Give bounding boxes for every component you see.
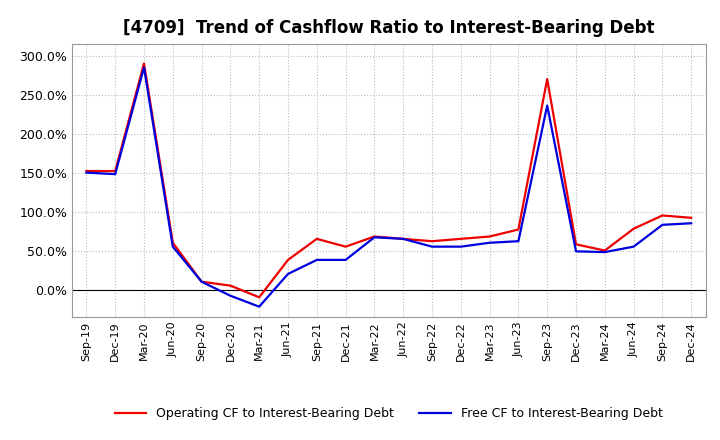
Operating CF to Interest-Bearing Debt	[111, 169, 120, 174]
Free CF to Interest-Bearing Debt	[168, 244, 177, 249]
Line: Free CF to Interest-Bearing Debt: Free CF to Interest-Bearing Debt	[86, 67, 691, 307]
Free CF to Interest-Bearing Debt	[111, 172, 120, 177]
Title: [4709]  Trend of Cashflow Ratio to Interest-Bearing Debt: [4709] Trend of Cashflow Ratio to Intere…	[123, 19, 654, 37]
Free CF to Interest-Bearing Debt	[255, 304, 264, 309]
Free CF to Interest-Bearing Debt	[226, 293, 235, 298]
Operating CF to Interest-Bearing Debt	[543, 77, 552, 82]
Operating CF to Interest-Bearing Debt	[687, 215, 696, 220]
Operating CF to Interest-Bearing Debt	[168, 240, 177, 246]
Operating CF to Interest-Bearing Debt	[658, 213, 667, 218]
Free CF to Interest-Bearing Debt	[687, 220, 696, 226]
Operating CF to Interest-Bearing Debt	[226, 283, 235, 288]
Free CF to Interest-Bearing Debt	[370, 235, 379, 240]
Free CF to Interest-Bearing Debt	[341, 257, 350, 263]
Free CF to Interest-Bearing Debt	[428, 244, 436, 249]
Operating CF to Interest-Bearing Debt	[82, 169, 91, 174]
Operating CF to Interest-Bearing Debt	[284, 257, 292, 263]
Operating CF to Interest-Bearing Debt	[370, 234, 379, 239]
Legend: Operating CF to Interest-Bearing Debt, Free CF to Interest-Bearing Debt: Operating CF to Interest-Bearing Debt, F…	[110, 402, 667, 425]
Free CF to Interest-Bearing Debt	[284, 271, 292, 277]
Operating CF to Interest-Bearing Debt	[629, 226, 638, 231]
Free CF to Interest-Bearing Debt	[485, 240, 494, 246]
Free CF to Interest-Bearing Debt	[600, 249, 609, 255]
Operating CF to Interest-Bearing Debt	[514, 227, 523, 232]
Free CF to Interest-Bearing Debt	[543, 103, 552, 108]
Operating CF to Interest-Bearing Debt	[197, 279, 206, 284]
Operating CF to Interest-Bearing Debt	[399, 236, 408, 242]
Free CF to Interest-Bearing Debt	[140, 65, 148, 70]
Operating CF to Interest-Bearing Debt	[140, 61, 148, 66]
Free CF to Interest-Bearing Debt	[399, 236, 408, 242]
Operating CF to Interest-Bearing Debt	[485, 234, 494, 239]
Free CF to Interest-Bearing Debt	[197, 279, 206, 284]
Free CF to Interest-Bearing Debt	[658, 222, 667, 227]
Free CF to Interest-Bearing Debt	[629, 244, 638, 249]
Operating CF to Interest-Bearing Debt	[341, 244, 350, 249]
Operating CF to Interest-Bearing Debt	[456, 236, 465, 242]
Free CF to Interest-Bearing Debt	[572, 249, 580, 254]
Line: Operating CF to Interest-Bearing Debt: Operating CF to Interest-Bearing Debt	[86, 63, 691, 297]
Free CF to Interest-Bearing Debt	[312, 257, 321, 263]
Operating CF to Interest-Bearing Debt	[572, 242, 580, 247]
Free CF to Interest-Bearing Debt	[82, 170, 91, 175]
Operating CF to Interest-Bearing Debt	[428, 238, 436, 244]
Operating CF to Interest-Bearing Debt	[255, 295, 264, 300]
Free CF to Interest-Bearing Debt	[514, 238, 523, 244]
Operating CF to Interest-Bearing Debt	[600, 248, 609, 253]
Operating CF to Interest-Bearing Debt	[312, 236, 321, 242]
Free CF to Interest-Bearing Debt	[456, 244, 465, 249]
